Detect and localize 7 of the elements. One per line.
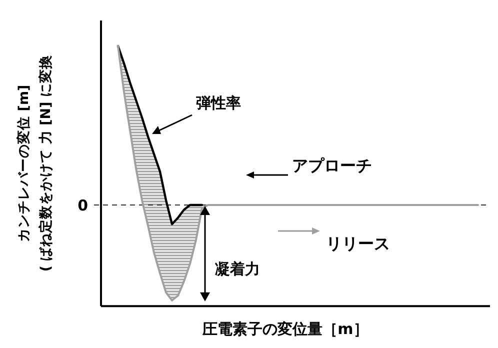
annotation: 凝着力 bbox=[215, 260, 260, 278]
series-label: リリース bbox=[326, 234, 390, 253]
y-axis-title: カンチレバーの変位 [m] ( ばね定数をかけて 力 [N] に変換 bbox=[15, 54, 54, 272]
legend-label: アプローチ bbox=[292, 156, 372, 175]
ref-line-label: 0 bbox=[78, 196, 88, 214]
annotation: 弾性率 bbox=[196, 94, 241, 112]
x-axis-title: 圧電素子の変位量［m］ bbox=[202, 320, 368, 338]
